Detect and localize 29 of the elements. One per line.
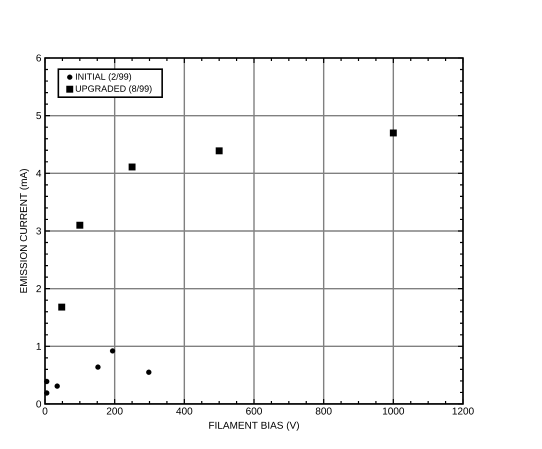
point (110, 348, 116, 354)
y-tick-label: 0 (36, 400, 42, 408)
legend-label: UPGRADED (8/99) (76, 85, 152, 94)
point (128, 164, 136, 170)
point (216, 147, 223, 154)
x-tick-label: 600 (246, 408, 262, 415)
point (58, 304, 66, 311)
point (146, 370, 152, 375)
x-tick-label: 400 (176, 408, 192, 415)
x-tick-label: 1000 (382, 408, 404, 415)
y-tick-label: 5 (36, 112, 42, 120)
y-tick-label: 4 (36, 170, 42, 177)
point (390, 130, 397, 136)
x-tick-label: 800 (316, 408, 332, 415)
x-tick-label: 0 (42, 408, 48, 415)
legend-label: INITIAL (2/99) (76, 73, 132, 82)
x-tick-label: 1200 (452, 408, 474, 415)
y-tick-label: 2 (36, 285, 41, 292)
y-tick-label: 6 (36, 54, 42, 62)
point (44, 378, 50, 384)
point (54, 383, 60, 389)
y-tick-label: 3 (36, 227, 42, 235)
point (44, 390, 50, 396)
point (76, 222, 84, 229)
y-axis-title: EMISSION CURRENT (mA) (20, 169, 30, 293)
x-tick-label: 200 (106, 408, 123, 415)
y-tick-label: 1 (36, 342, 41, 350)
point (95, 364, 101, 370)
x-axis-title: FILAMENT BIAS (V) (209, 421, 299, 431)
